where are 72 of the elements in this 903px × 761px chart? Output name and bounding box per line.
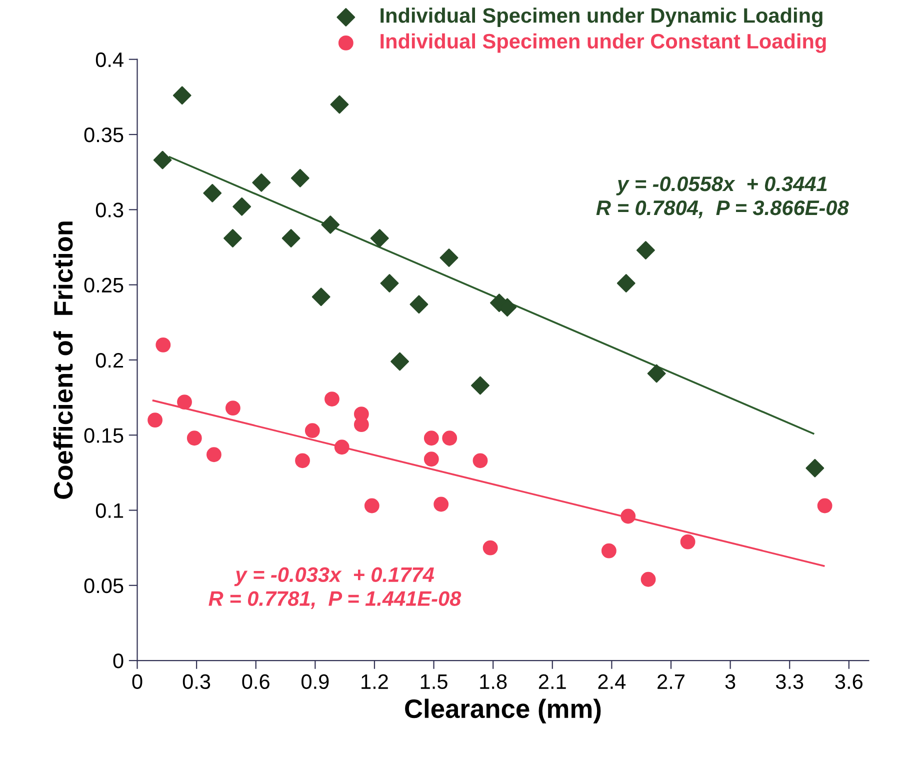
x-tick-label: 0.3 xyxy=(182,674,210,690)
y-tick-label: 0.3 xyxy=(96,202,124,218)
y-tick-label: 0.05 xyxy=(84,578,124,594)
x-tick-label: 2.4 xyxy=(598,674,626,689)
point xyxy=(806,458,824,478)
y-tick-label: 0.15 xyxy=(84,428,124,443)
point xyxy=(224,229,242,248)
point xyxy=(282,229,300,248)
point xyxy=(153,150,172,170)
point xyxy=(472,453,488,468)
y-tick-label: 0.1 xyxy=(96,503,124,518)
point xyxy=(225,400,240,416)
y-tick-label: 0.35 xyxy=(84,128,124,142)
point xyxy=(440,248,458,267)
point xyxy=(364,498,380,514)
x-tick-label: 1.2 xyxy=(362,674,388,689)
point xyxy=(312,288,330,306)
point xyxy=(647,364,666,383)
point xyxy=(290,168,310,188)
y-tick-label: 0.2 xyxy=(96,352,124,368)
point xyxy=(186,430,202,446)
point xyxy=(410,295,428,314)
legend-label: Individual Specimen under Constant Loading xyxy=(380,33,826,53)
x-tick-label: 2.7 xyxy=(658,674,684,689)
point xyxy=(354,417,369,432)
annotation: y = -0.033x + 0.1774 R = 0.7781, P = 1.441E-08 xyxy=(208,567,462,609)
x-tick-label: 1.8 xyxy=(480,674,507,690)
y-tick-label: 0 xyxy=(113,654,124,668)
point xyxy=(380,274,399,292)
point xyxy=(148,412,163,428)
point xyxy=(330,95,349,114)
y-tick-label: 0.4 xyxy=(96,52,124,68)
point xyxy=(601,543,616,558)
point xyxy=(334,440,350,455)
point xyxy=(620,508,636,524)
x-tick-label: 3.3 xyxy=(776,674,804,690)
x-tick-label: 3 xyxy=(725,674,736,690)
x-tick-label: 0.9 xyxy=(302,674,329,690)
point xyxy=(616,274,636,292)
point xyxy=(442,430,458,446)
point xyxy=(324,392,340,406)
point xyxy=(370,229,389,248)
point xyxy=(172,86,192,105)
x-tick-label: 0.6 xyxy=(242,674,270,690)
point xyxy=(252,173,271,192)
x-axis-title: Clearance (mm) xyxy=(405,698,601,724)
point xyxy=(304,423,320,438)
point xyxy=(471,376,490,395)
point xyxy=(482,540,498,556)
x-tick-label: 2.1 xyxy=(538,674,566,689)
point xyxy=(295,453,310,468)
point xyxy=(206,447,222,462)
y-axis-title: Coefficient of Friction xyxy=(53,222,73,499)
legend-label: Individual Specimen under Dynamic Loading xyxy=(380,8,822,28)
point xyxy=(640,572,656,587)
x-tick-label: 3.6 xyxy=(835,674,862,690)
point xyxy=(232,197,252,216)
point xyxy=(177,394,192,410)
x-tick-label: 1.5 xyxy=(420,674,448,690)
point xyxy=(390,352,409,371)
point xyxy=(680,534,696,550)
point xyxy=(424,452,439,467)
point xyxy=(636,241,655,260)
point xyxy=(321,215,340,234)
point xyxy=(156,337,171,352)
point xyxy=(434,496,449,512)
point xyxy=(817,498,832,514)
annotation: y = -0.0558x + 0.3441 R = 0.7804, P = 3.866E-08 xyxy=(596,176,849,218)
y-tick-label: 0.25 xyxy=(84,278,124,293)
x-tick-label: 0 xyxy=(132,674,142,690)
point xyxy=(203,184,222,202)
point xyxy=(424,430,439,446)
